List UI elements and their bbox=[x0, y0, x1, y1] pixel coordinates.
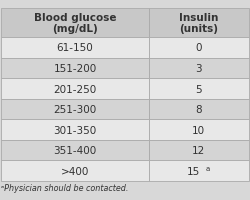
Text: 151-200: 151-200 bbox=[54, 64, 96, 74]
Text: Blood glucose
(mg/dL): Blood glucose (mg/dL) bbox=[34, 13, 116, 34]
Text: 15: 15 bbox=[187, 166, 200, 176]
Bar bbox=[1, 9, 149, 38]
Bar bbox=[1, 120, 149, 140]
Bar bbox=[149, 9, 249, 38]
Bar bbox=[1, 79, 149, 99]
Text: 0: 0 bbox=[196, 43, 202, 53]
Bar bbox=[149, 99, 249, 120]
Bar bbox=[1, 38, 149, 58]
Bar bbox=[1, 161, 149, 181]
Bar bbox=[149, 120, 249, 140]
Text: 301-350: 301-350 bbox=[54, 125, 96, 135]
Text: 251-300: 251-300 bbox=[54, 105, 96, 114]
Text: a: a bbox=[206, 165, 210, 171]
Text: 5: 5 bbox=[196, 84, 202, 94]
Text: 10: 10 bbox=[192, 125, 205, 135]
Text: 351-400: 351-400 bbox=[54, 145, 96, 155]
Bar bbox=[1, 140, 149, 161]
Text: ᵃPhysician should be contacted.: ᵃPhysician should be contacted. bbox=[1, 183, 128, 192]
Bar bbox=[149, 161, 249, 181]
Text: 3: 3 bbox=[196, 64, 202, 74]
Text: 8: 8 bbox=[196, 105, 202, 114]
Bar bbox=[1, 58, 149, 79]
Text: 12: 12 bbox=[192, 145, 205, 155]
Text: 201-250: 201-250 bbox=[54, 84, 96, 94]
Text: Insulin
(units): Insulin (units) bbox=[179, 13, 218, 34]
Text: 61-150: 61-150 bbox=[56, 43, 94, 53]
Bar bbox=[1, 99, 149, 120]
Bar bbox=[149, 79, 249, 99]
Bar bbox=[149, 140, 249, 161]
Bar bbox=[149, 38, 249, 58]
Bar bbox=[149, 58, 249, 79]
Text: >400: >400 bbox=[61, 166, 89, 176]
